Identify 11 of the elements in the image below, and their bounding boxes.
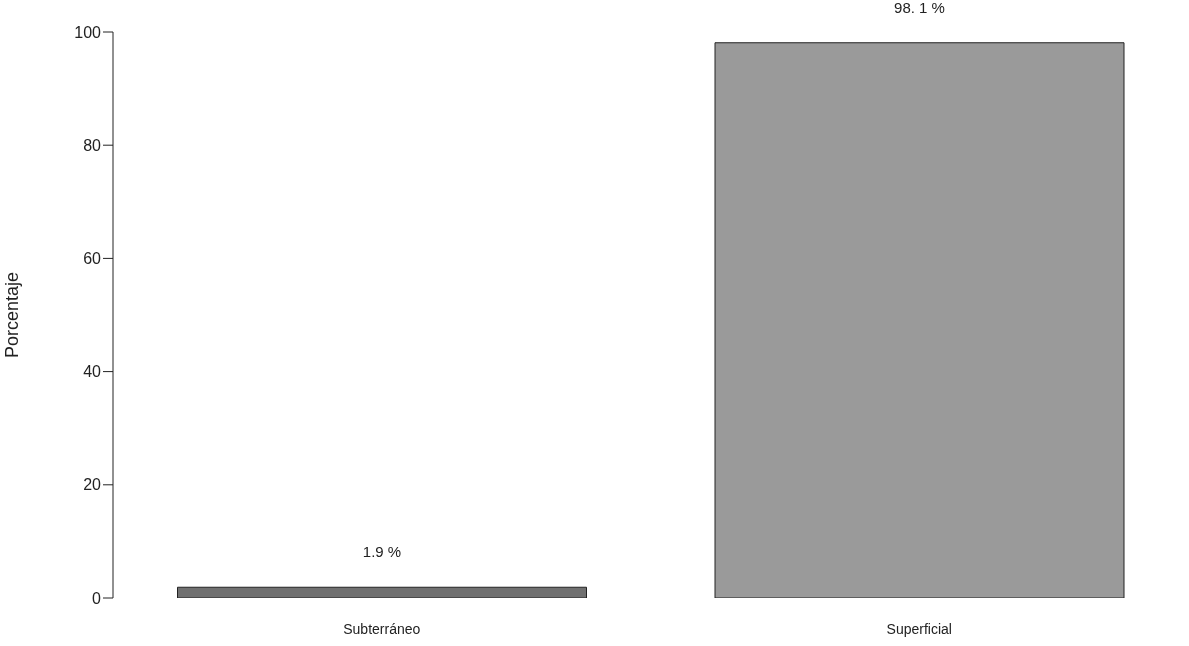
y-tick-label: 40 [83,363,102,381]
x-tick-label: Subterráneo [343,620,421,637]
y-tick-label: 100 [74,23,102,41]
data-label: 98. 1 % [894,0,945,16]
y-tick-label: 60 [83,250,102,268]
y-tick-label: 0 [92,589,102,607]
y-axis-title: Porcentaje [2,271,23,359]
y-tick-label: 20 [83,476,102,494]
x-tick-label: Superficial [886,620,952,637]
data-label: 1.9 % [362,543,402,561]
y-tick-label: 80 [83,136,102,154]
